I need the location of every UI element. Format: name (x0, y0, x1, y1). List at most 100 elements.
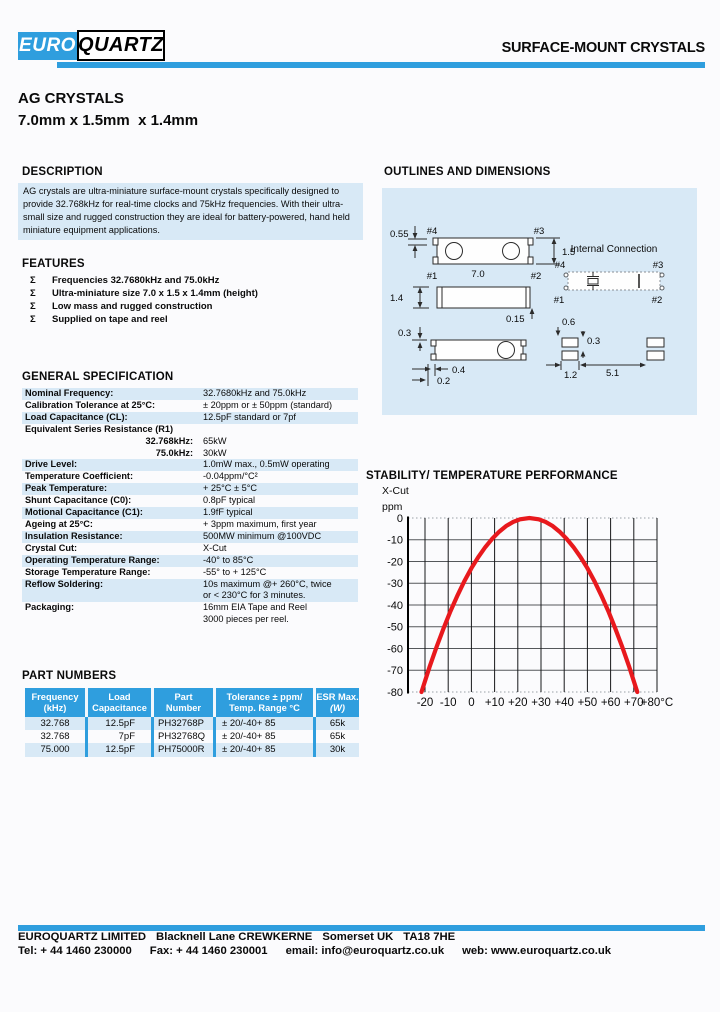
dim-label: 5.1 (606, 368, 619, 379)
table-row: 75.000 12.5pF PH75000R ± 20/-40+ 85 30k (25, 743, 359, 757)
cell-load: 12.5pF (85, 743, 151, 757)
cell-tolerance: ± 20/-40+ 85 (213, 743, 313, 757)
spec-label: Storage Temperature Range: (25, 566, 151, 577)
outlines-heading: OUTLINES AND DIMENSIONS (384, 166, 551, 178)
cell-esr: 30k (313, 743, 359, 757)
spec-label: Equivalent Series Resistance (R1) (25, 423, 174, 434)
x-tick-label: +40 (554, 697, 574, 709)
cell-esr: 65k (313, 717, 359, 731)
spec-label: Packaging: (25, 602, 75, 613)
table-row: Reflow Soldering: 10s maximum @+ 260°C, t… (22, 578, 358, 603)
x-tick-label: +30 (531, 697, 551, 709)
dim-label: 7.0 (471, 269, 484, 280)
general-specification-table: Nominal Frequency: 32.7680kHz and 75.0kHz… (22, 388, 358, 626)
x-tick-label: +50 (578, 697, 598, 709)
stability-curve (419, 515, 640, 695)
general-specification-heading: GENERAL SPECIFICATION (22, 371, 174, 383)
table-row: Crystal Cut: X-Cut (22, 543, 358, 555)
column-header: Tolerance ± ppm/Temp. Range °C (213, 688, 313, 717)
spec-value: -55° to + 125°C (203, 566, 267, 577)
outline-drawings: 0.55 #4 #3 #1 #2 7.0 1.5 1.4 0.15 0.3 0.… (390, 226, 665, 387)
x-tick-label: -20 (417, 697, 434, 709)
cell-load: 12.5pF (85, 717, 151, 731)
spec-label: Operating Temperature Range: (25, 554, 160, 565)
footer-web: web: www.euroquartz.co.uk (462, 945, 612, 957)
cell-frequency: 75.000 (40, 744, 70, 756)
x-tick-label: +10 (485, 697, 505, 709)
bullet-icon: Σ (30, 301, 36, 312)
list-item: Σ Supplied on tape and reel (30, 313, 362, 326)
y-tick-label: -80 (387, 687, 403, 699)
description-heading: DESCRIPTION (22, 166, 103, 178)
cell-frequency: 32.768 (40, 718, 70, 729)
cell-load: 7pF (85, 730, 151, 744)
y-tick-label: -10 (387, 535, 403, 547)
feature-text: Frequencies 32.7680kHz and 75.0kHz (52, 275, 220, 286)
spec-value: -40° to 85°C (203, 554, 254, 565)
y-tick-label: -60 (387, 643, 403, 655)
header-rule (57, 62, 705, 68)
cell-esr: 65k (313, 730, 359, 744)
table-row: Operating Temperature Range: -40° to 85°C (22, 554, 358, 567)
y-tick-label: -70 (387, 665, 403, 677)
y-tick-label: 0 (397, 513, 403, 525)
bullet-icon: Σ (30, 288, 36, 299)
spec-value: X-Cut (203, 542, 227, 553)
y-tick-label: -20 (387, 556, 403, 568)
outline-shapes (408, 226, 665, 386)
cell-part-number: PH75000R (151, 743, 213, 757)
spec-value-line: 10s maximum @+ 260°C, twice (203, 578, 332, 589)
cell-frequency: 32.768 (40, 731, 70, 743)
stability-heading: STABILITY/ TEMPERATURE PERFORMANCE (366, 470, 618, 482)
table-row: Equivalent Series Resistance (R1) (22, 424, 358, 436)
x-tick-label: +80°C (641, 697, 673, 709)
column-header: Part Number (151, 688, 213, 717)
table-row: Packaging: 16mm EIA Tape and Reel 3000 pie… (22, 602, 358, 626)
list-item: Σ Low mass and rugged construction (30, 300, 362, 313)
pin-label: #3 (534, 226, 545, 237)
spec-value (203, 424, 358, 436)
cell-tolerance: ± 20/-40+ 85 (213, 717, 313, 731)
footer-postcode: TA18 7HE (403, 931, 456, 943)
table-row: Nominal Frequency: 32.7680kHz and 75.0kHz (22, 388, 358, 400)
dim-label: 0.6 (562, 317, 575, 328)
footer-address-line: EUROQUARTZ LIMITED Blacknell Lane CREWKER… (18, 931, 465, 943)
column-header: Load Capacitance (85, 688, 151, 717)
spec-label: 75.0kHz: (155, 447, 193, 458)
column-header: Frequency (kHz) (31, 691, 79, 713)
cell-tolerance: ± 20/-40+ 85 (213, 730, 313, 744)
dim-label: 0.55 (390, 229, 409, 240)
spec-label: Shunt Capacitance (C0): (25, 495, 132, 506)
spec-label: Calibration Tolerance at 25°C: (25, 399, 156, 410)
spec-label: 32.768kHz: (145, 435, 194, 446)
table-row: Ageing at 25°C: + 3ppm maximum, first yea… (22, 519, 358, 531)
dim-label: 1.2 (564, 370, 577, 381)
spec-label: Crystal Cut: (25, 542, 78, 553)
pin-label: #2 (531, 271, 542, 282)
spec-value: ± 20ppm or ± 50ppm (standard) (203, 399, 333, 410)
list-item: Σ Ultra-miniature size 7.0 x 1.5 x 1.4mm … (30, 287, 362, 300)
table-row: Temperature Coefficient: -0.04ppm/°C² (22, 471, 358, 483)
spec-value: 500MW minimum @100VDC (203, 530, 322, 541)
dim-label: 0.15 (506, 314, 525, 325)
stability-chart: X-Cut ppm 0 -10 -20 -30 -40 -50 -60 -70 -80 -20 -1… (382, 485, 673, 709)
y-tick-label: -30 (387, 578, 403, 590)
spec-label: Insulation Resistance: (25, 530, 123, 541)
footer-fax: Fax: + 44 1460 230001 (149, 945, 268, 957)
bullet-icon: Σ (30, 275, 36, 286)
bullet-icon: Σ (30, 314, 36, 325)
description-text: AG crystals are ultra-miniature surface-… (18, 183, 363, 240)
logo-quartz: QUARTZ (77, 30, 165, 61)
doc-title: SURFACE-MOUNT CRYSTALS (501, 40, 706, 56)
table-row: Shunt Capacitance (C0): 0.8pF typical (22, 495, 358, 507)
product-series-title: AG CRYSTALS (18, 90, 124, 107)
x-tick-label: +70 (624, 697, 644, 709)
spec-value: 10s maximum @+ 260°C, twice or < 230°C fo… (203, 579, 358, 603)
outline-labels: 0.55 #4 #3 #1 #2 7.0 1.5 1.4 0.15 0.3 0.… (390, 226, 663, 387)
feature-text: Low mass and rugged construction (52, 301, 213, 312)
spec-value: 1.0mW max., 0.5mW operating (203, 459, 330, 470)
feature-text: Supplied on tape and reel (52, 314, 168, 325)
dim-label: 1.5 (562, 247, 575, 258)
dim-label: 0.3 (398, 328, 411, 339)
dim-label: 0.3 (587, 336, 600, 347)
